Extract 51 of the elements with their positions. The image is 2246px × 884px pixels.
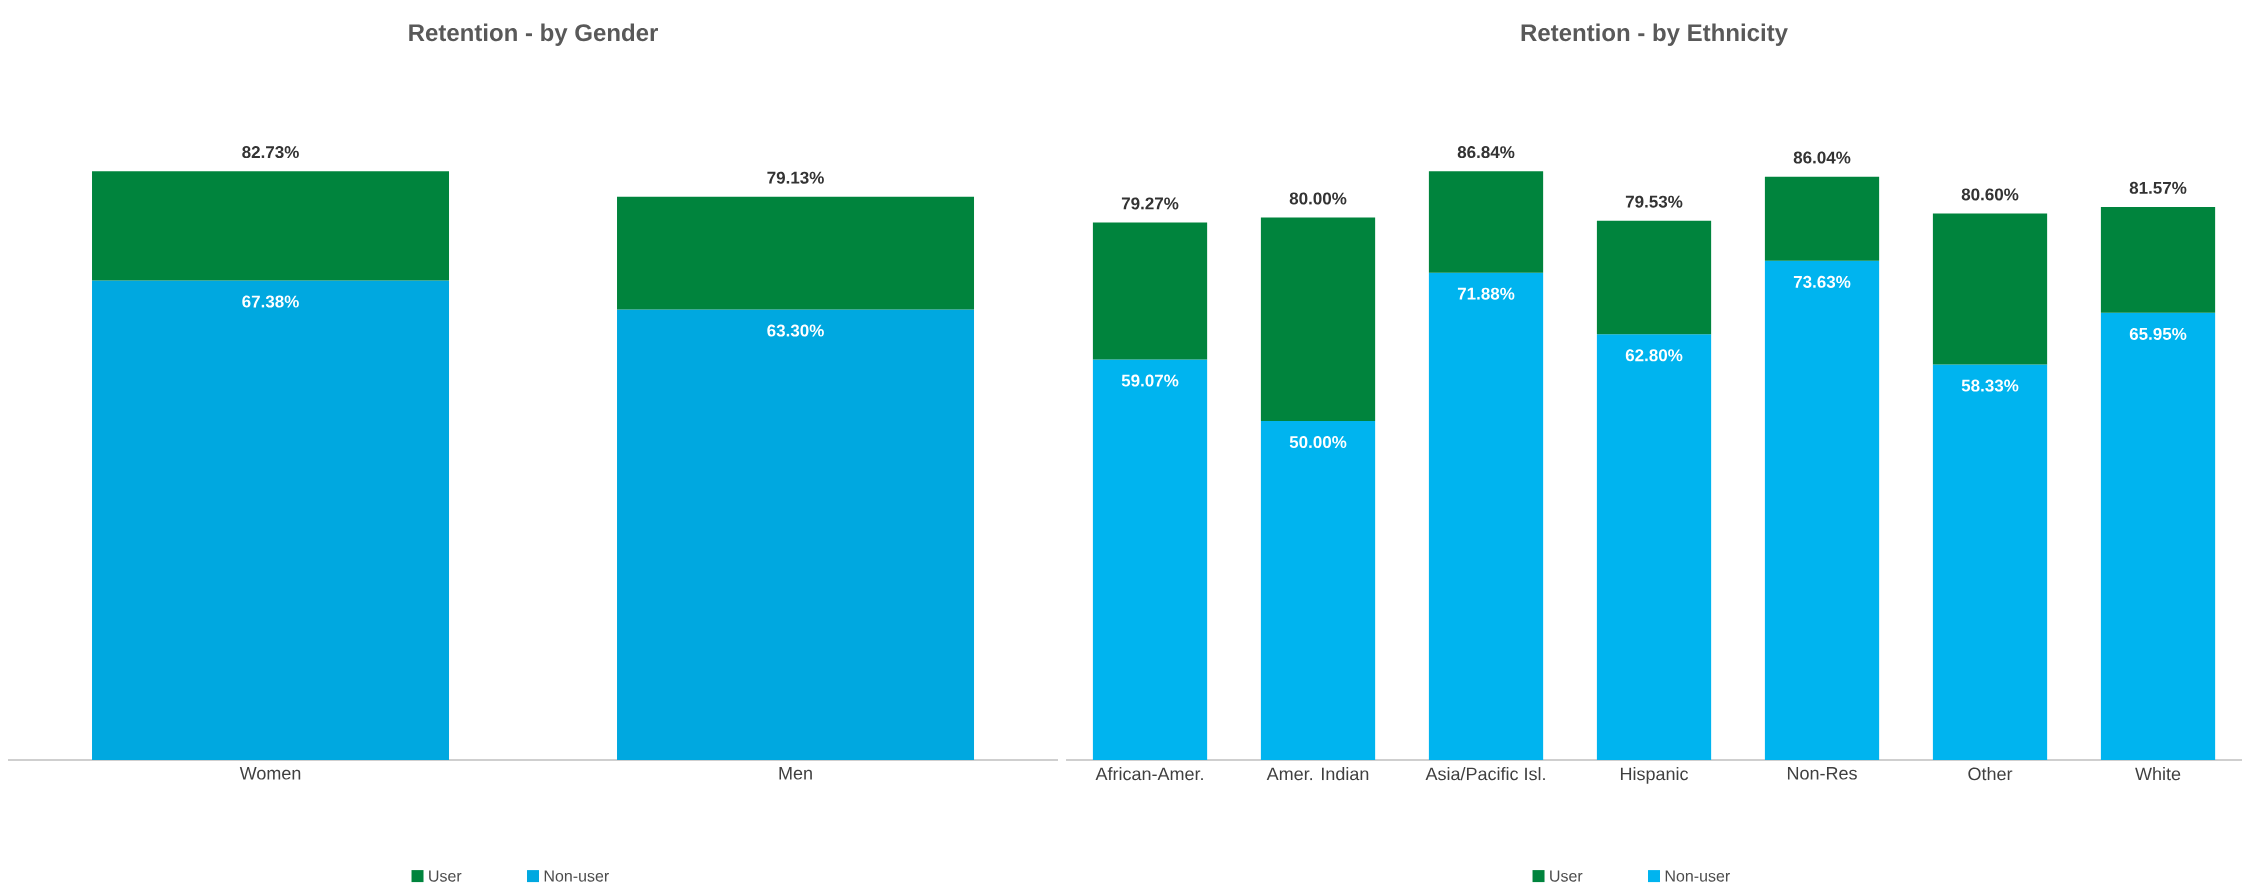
total-label: 82.73% bbox=[242, 146, 299, 159]
total-label: 80.60% bbox=[1961, 188, 2019, 201]
bar bbox=[617, 196, 975, 310]
bar bbox=[1596, 334, 1712, 761]
total-label: 79.27% bbox=[1121, 197, 1179, 210]
bar bbox=[2100, 312, 2216, 761]
bar bbox=[1092, 359, 1208, 761]
legend-label: User bbox=[429, 870, 462, 882]
bar bbox=[92, 280, 450, 761]
legend-label: Non-user bbox=[1665, 870, 1730, 882]
data-label: 71.88% bbox=[1457, 287, 1515, 300]
bar bbox=[1092, 222, 1208, 360]
total-label: 81.57% bbox=[2129, 182, 2187, 195]
bar bbox=[92, 171, 450, 281]
bar bbox=[1260, 421, 1376, 761]
data-label: 73.63% bbox=[1793, 276, 1851, 289]
x-tick-label: Non-Res bbox=[1787, 767, 1857, 780]
x-tick-label: White bbox=[2135, 767, 2181, 781]
bar bbox=[1260, 217, 1376, 422]
total-label: 79.13% bbox=[767, 171, 824, 184]
x-tick-label: Men bbox=[779, 767, 812, 780]
x-tick-label: Other bbox=[1968, 767, 2013, 781]
data-label: 62.80% bbox=[1625, 349, 1683, 362]
legend-label: Non-user bbox=[544, 870, 609, 882]
data-label: 50.00% bbox=[1289, 436, 1347, 449]
x-tick-label: Hispanic bbox=[1620, 767, 1689, 784]
total-label: 79.53% bbox=[1625, 195, 1683, 208]
x-tick-label: Amer. Indian bbox=[1266, 767, 1369, 781]
bar bbox=[617, 309, 975, 761]
data-label: 58.33% bbox=[1961, 379, 2019, 392]
bar bbox=[1932, 364, 2048, 761]
x-tick-label: Women bbox=[239, 767, 301, 780]
bar bbox=[1596, 220, 1712, 335]
data-label: 59.07% bbox=[1121, 374, 1179, 387]
bar bbox=[1764, 176, 1880, 261]
legend-label: User bbox=[1550, 870, 1583, 882]
chart-title: Retention - by Ethnicity bbox=[1521, 23, 1788, 47]
total-label: 86.84% bbox=[1457, 146, 1515, 159]
x-tick-label: African-Amer. bbox=[1095, 767, 1203, 781]
bar bbox=[2100, 207, 2216, 313]
total-label: 86.04% bbox=[1793, 151, 1851, 164]
x-tick-label: Asia/Pacific Isl. bbox=[1425, 767, 1545, 781]
bar bbox=[1932, 213, 2048, 365]
total-label: 80.00% bbox=[1289, 192, 1347, 205]
bar bbox=[1428, 171, 1544, 273]
data-label: 65.95% bbox=[2129, 328, 2187, 341]
chart-title: Retention - by Gender bbox=[409, 23, 658, 47]
data-label: 63.30% bbox=[767, 324, 824, 337]
bar bbox=[1764, 260, 1880, 761]
data-label: 67.38% bbox=[242, 295, 299, 308]
bar bbox=[1428, 272, 1544, 761]
